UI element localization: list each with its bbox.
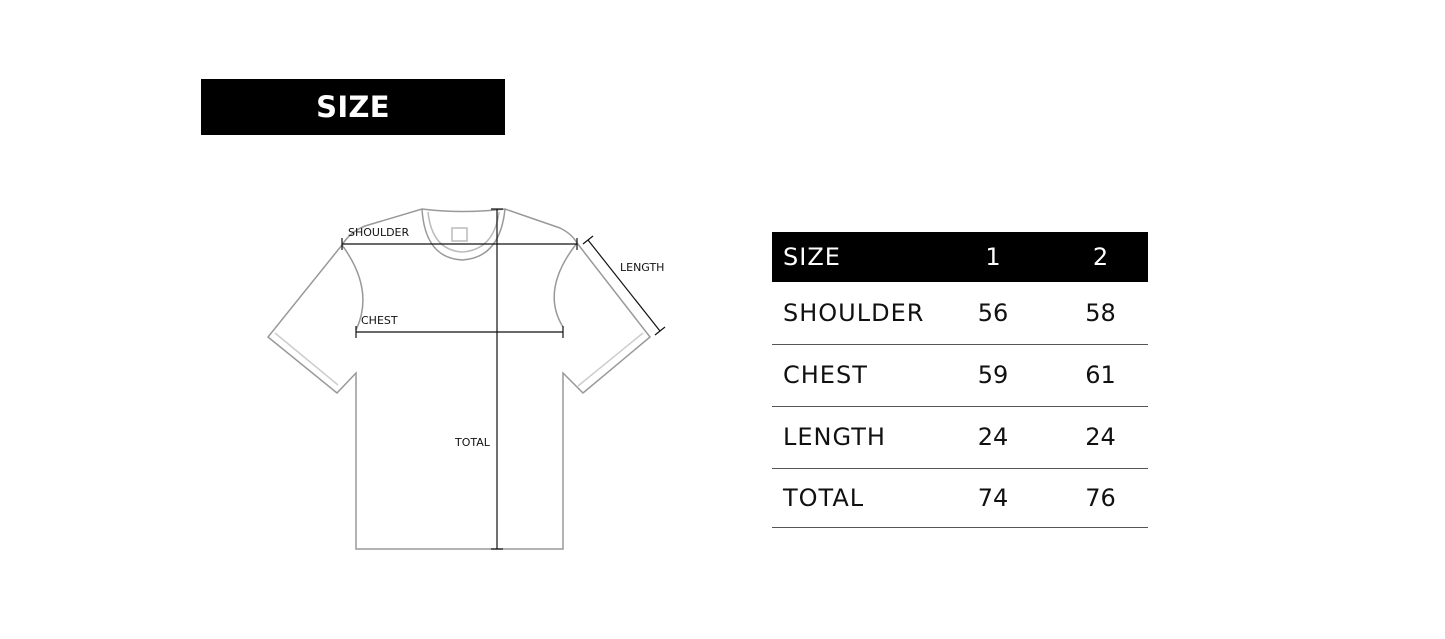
row-label: CHEST (783, 361, 868, 389)
size-information-title: SIZE INFORMATION (201, 79, 505, 180)
row-label: LENGTH (783, 423, 886, 451)
length-label: LENGTH (620, 261, 664, 274)
row-value: 61 (1085, 361, 1116, 389)
tshirt-outline (266, 208, 652, 550)
header-size-2: 2 (1092, 243, 1109, 271)
table-row: TOTAL 74 76 (772, 468, 1148, 527)
row-label: SHOULDER (783, 298, 925, 327)
header-size-1: 1 (985, 243, 1001, 271)
size-table: SIZE 1 2 SHOULDER 56 58 CHEST 59 61 LENG… (772, 232, 1148, 528)
row-value: 59 (977, 361, 1009, 389)
chest-label: CHEST (361, 314, 398, 327)
table-row: SHOULDER 56 58 (772, 282, 1148, 344)
measurement-lines (341, 208, 666, 550)
row-value: 58 (1085, 298, 1116, 327)
total-label: TOTAL (454, 436, 491, 449)
table-header-row: SIZE 1 2 (772, 232, 1148, 282)
row-value: 76 (1085, 483, 1116, 512)
row-value: 56 (977, 298, 1009, 327)
row-value: 24 (977, 423, 1009, 451)
table-row: LENGTH 24 24 (772, 406, 1148, 468)
table-row: CHEST 59 61 (772, 344, 1148, 406)
length-line (587, 239, 661, 332)
row-value: 74 (977, 483, 1009, 512)
shoulder-label: SHOULDER (348, 226, 410, 239)
row-label: TOTAL (783, 483, 865, 512)
row-value: 24 (1085, 423, 1116, 451)
header-size: SIZE (783, 243, 841, 271)
